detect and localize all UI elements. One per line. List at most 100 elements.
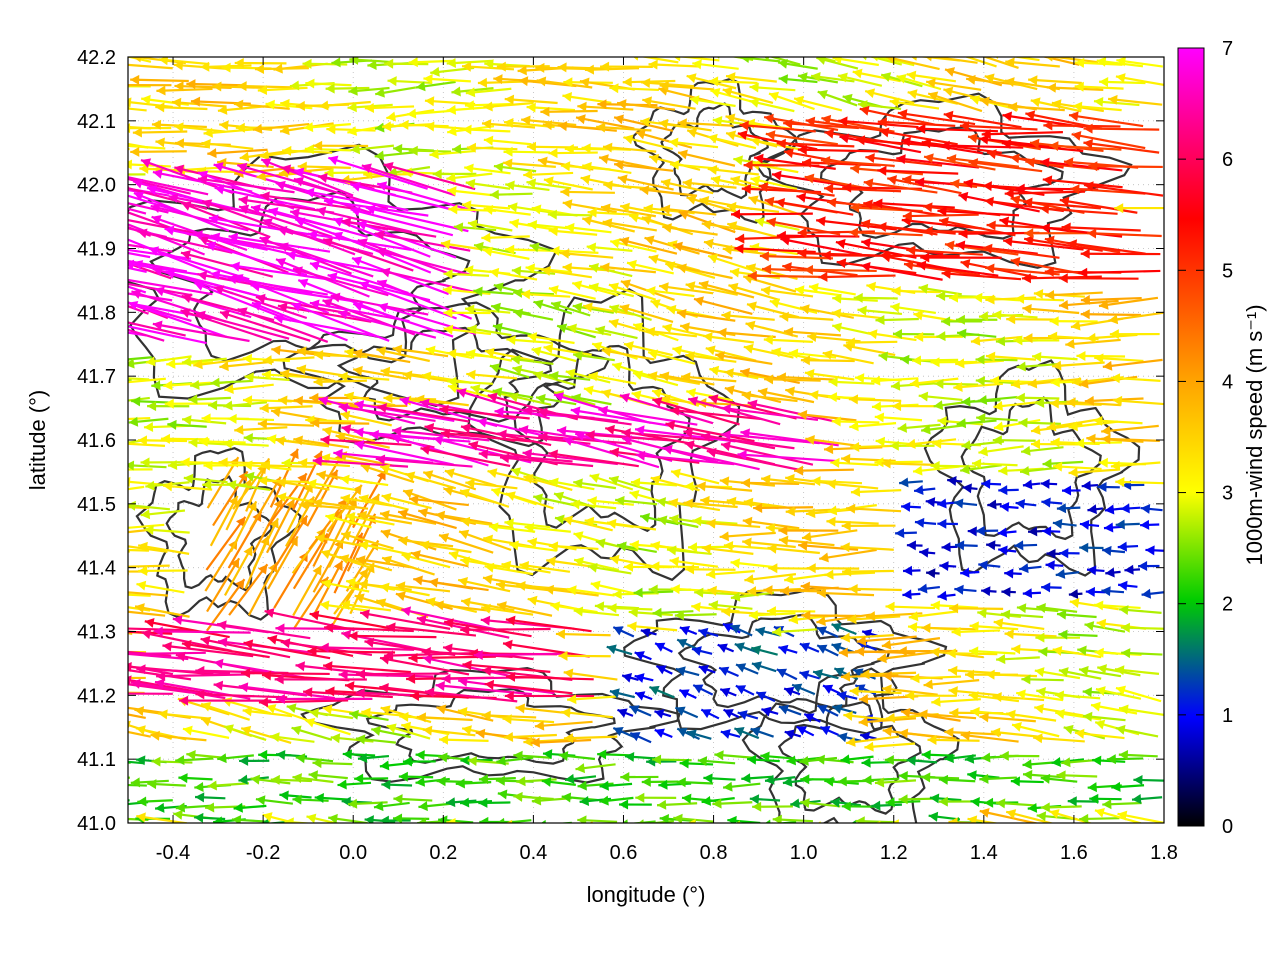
wind-arrow-shaft [616, 101, 676, 111]
wind-arrow-head [703, 773, 713, 784]
wind-arrow-head [665, 261, 676, 272]
wind-arrow [698, 627, 719, 638]
wind-arrow [628, 607, 673, 618]
wind-arrow-head [481, 665, 492, 676]
wind-arrow-head [641, 215, 652, 225]
wind-arrow [223, 545, 254, 596]
wind-arrow-head [275, 749, 286, 760]
wind-arrow-shaft [136, 667, 231, 675]
wind-arrow-head [606, 518, 617, 529]
wind-arrow-head [553, 392, 565, 402]
wind-arrow-head [234, 167, 244, 178]
wind-arrow-head [309, 261, 321, 271]
wind-arrow-head [261, 670, 272, 681]
wind-arrow [655, 665, 673, 675]
wind-arrow-head [526, 102, 536, 113]
wind-arrow-head [848, 583, 858, 594]
wind-arrow [354, 773, 389, 784]
wind-arrow-head [332, 231, 344, 242]
wind-arrow [128, 460, 167, 471]
wind-arrow-head [633, 322, 644, 333]
wind-arrow [600, 203, 657, 218]
wind-arrow-head [479, 816, 489, 823]
wind-arrow-shaft [128, 528, 150, 534]
wind-arrow-head [354, 593, 365, 604]
wind-arrow-head [527, 219, 538, 230]
wind-arrow [481, 232, 530, 243]
wind-arrow-shaft [598, 408, 698, 426]
wind-arrow-head [234, 58, 244, 69]
wind-arrow-head [277, 302, 288, 313]
wind-arrow-head [674, 610, 684, 621]
wind-arrow-shaft [386, 625, 477, 637]
wind-arrow [707, 253, 757, 273]
wind-arrow-head [425, 597, 436, 607]
wind-arrow-head [734, 727, 745, 737]
wind-arrow-head [768, 563, 778, 574]
wind-arrow [319, 100, 371, 111]
wind-arrow [670, 468, 720, 485]
wind-arrow-shaft [585, 433, 679, 442]
wind-arrow-head [740, 367, 751, 378]
wind-arrow-shaft [530, 738, 592, 744]
wind-arrow-head [784, 729, 795, 740]
wind-arrow-head [765, 819, 771, 823]
wind-arrow-head [251, 301, 263, 311]
wind-arrow-head [333, 448, 343, 459]
wind-arrow [478, 797, 511, 808]
wind-arrow-head [347, 126, 358, 136]
wind-arrow [913, 310, 962, 324]
wind-arrow-head [669, 514, 679, 525]
wind-arrow-head [448, 550, 459, 561]
wind-arrow-head [77, 482, 86, 492]
wind-arrow-head [323, 196, 334, 207]
wind-arrow [645, 326, 698, 338]
wind-arrow-head [312, 565, 322, 576]
wind-arrow [541, 266, 593, 279]
wind-arrow [899, 477, 923, 488]
wind-arrow-head [691, 602, 701, 613]
wind-arrow [628, 705, 652, 717]
wind-arrow-head [654, 709, 665, 719]
wind-arrow [723, 708, 740, 719]
wind-arrow [707, 133, 757, 150]
wind-arrow-head [848, 394, 859, 405]
wind-arrow-head [459, 529, 470, 540]
wind-arrow-shaft [216, 622, 311, 640]
wind-arrow-head [896, 154, 906, 165]
wind-arrow [619, 236, 678, 255]
wind-arrow [799, 57, 836, 63]
wind-arrow-head [585, 430, 595, 441]
wind-arrow-shaft [584, 826, 639, 828]
wind-arrow-head [377, 403, 388, 413]
wind-arrow-shaft [144, 620, 230, 639]
wind-arrow-head [504, 690, 514, 701]
wind-arrow [348, 630, 437, 641]
wind-arrow [355, 555, 414, 569]
wind-arrow-head [939, 561, 949, 572]
wind-arrow [147, 779, 186, 790]
wind-arrow [154, 286, 252, 319]
wind-arrow-head [136, 664, 146, 675]
wind-arrow-head [152, 320, 163, 331]
wind-arrow-head [268, 562, 278, 573]
wind-arrow [440, 239, 491, 252]
wind-arrow-head [681, 793, 692, 804]
wind-arrow-head [465, 178, 476, 189]
wind-arrow-head [671, 468, 682, 479]
wind-arrow-shaft [619, 394, 714, 425]
wind-arrow-shaft [741, 393, 798, 403]
wind-arrow-head [78, 163, 87, 173]
wind-arrow [919, 547, 936, 558]
wind-arrow-head [242, 706, 253, 717]
wind-arrow-head [728, 282, 739, 293]
wind-arrow-head [715, 351, 725, 362]
wind-arrow-head [676, 308, 687, 319]
wind-arrow [222, 438, 269, 449]
wind-arrow [128, 282, 193, 297]
wind-arrow-head [1001, 586, 1011, 597]
wind-arrow-head [247, 501, 257, 512]
wind-arrow-head [259, 150, 270, 161]
wind-arrow-head [548, 285, 559, 296]
wind-arrow-head [682, 178, 693, 189]
